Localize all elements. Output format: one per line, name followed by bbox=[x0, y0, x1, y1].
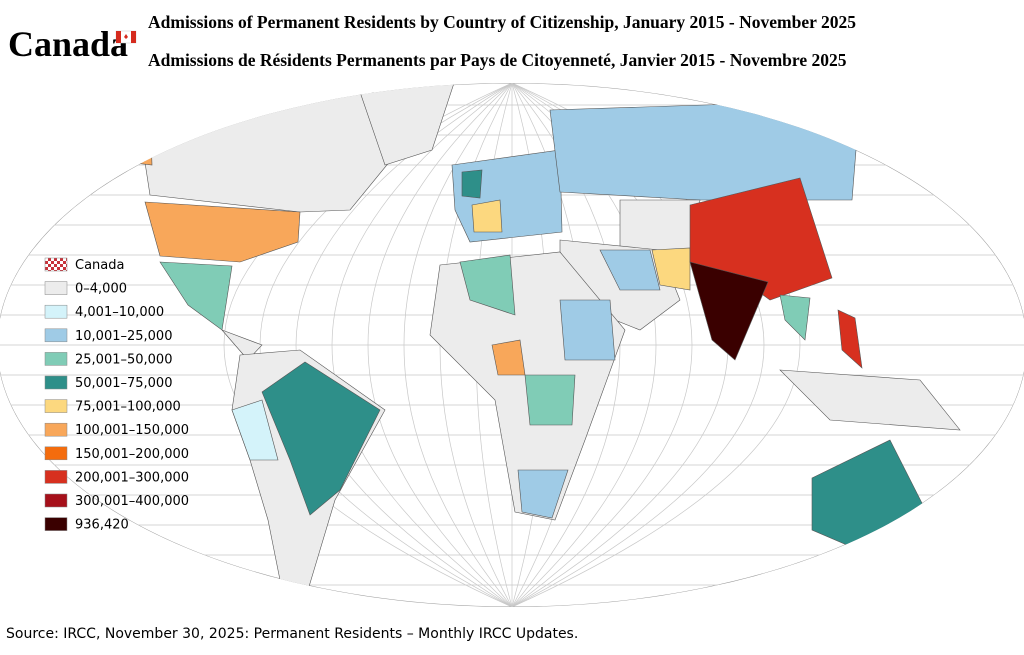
legend-swatch bbox=[44, 422, 68, 437]
legend-swatch bbox=[44, 281, 68, 295]
legend-swatch bbox=[44, 517, 68, 531]
indonesia bbox=[779, 369, 961, 431]
legend-swatch bbox=[44, 257, 68, 272]
legend-label: Canada bbox=[75, 258, 124, 273]
algeria bbox=[459, 254, 516, 316]
iran bbox=[599, 249, 661, 291]
legend-swatch bbox=[44, 399, 68, 413]
brazil bbox=[261, 361, 381, 516]
legend-label: 4,001–10,000 bbox=[75, 305, 164, 320]
peru bbox=[231, 399, 279, 461]
legend-label: 100,001–150,000 bbox=[75, 423, 189, 438]
legend-swatch bbox=[44, 470, 68, 484]
legend-label: 10,001–25,000 bbox=[75, 329, 172, 344]
new-zealand bbox=[944, 509, 976, 561]
title-fr: Admissions de Résidents Permanents par P… bbox=[148, 50, 847, 70]
legend-swatch bbox=[44, 493, 68, 508]
legend-label: 75,001–100,000 bbox=[75, 400, 181, 415]
usa bbox=[144, 201, 301, 263]
vietnam bbox=[779, 294, 811, 341]
philippines bbox=[837, 309, 863, 369]
flag bbox=[115, 30, 137, 44]
france bbox=[471, 199, 503, 233]
title-en: Admissions of Permanent Residents by Cou… bbox=[148, 12, 856, 32]
legend-label: 150,001–200,000 bbox=[75, 447, 189, 462]
south-africa bbox=[517, 469, 569, 519]
nigeria bbox=[491, 339, 526, 376]
legend: Canada 0–4,000 4,001–10,000 10,001–25,000 25… bbox=[44, 257, 189, 533]
legend-label: 25,001–50,000 bbox=[75, 352, 172, 367]
drc bbox=[524, 374, 576, 426]
legend-label: 0–4,000 bbox=[75, 282, 127, 297]
legend-label: 936,420 bbox=[75, 518, 129, 533]
legend-swatch bbox=[44, 304, 68, 319]
legend-label: 300,001–400,000 bbox=[75, 494, 189, 509]
legend-swatch bbox=[44, 352, 68, 366]
legend-swatch bbox=[44, 328, 68, 343]
central-america bbox=[221, 329, 263, 361]
legend-label: 200,001–300,000 bbox=[75, 470, 189, 485]
alaska bbox=[91, 107, 153, 166]
legend-swatch bbox=[44, 375, 68, 390]
legend-swatch bbox=[44, 446, 68, 461]
uk bbox=[461, 169, 483, 199]
source: Source: IRCC, November 30, 2025: Permane… bbox=[6, 626, 578, 642]
central-asia bbox=[619, 199, 701, 256]
india bbox=[689, 261, 769, 361]
russia bbox=[549, 99, 861, 201]
logo: Canada bbox=[8, 24, 128, 64]
pakistan bbox=[651, 247, 691, 291]
legend-label: 50,001–75,000 bbox=[75, 376, 172, 391]
ethiopia-sudan bbox=[559, 299, 616, 361]
